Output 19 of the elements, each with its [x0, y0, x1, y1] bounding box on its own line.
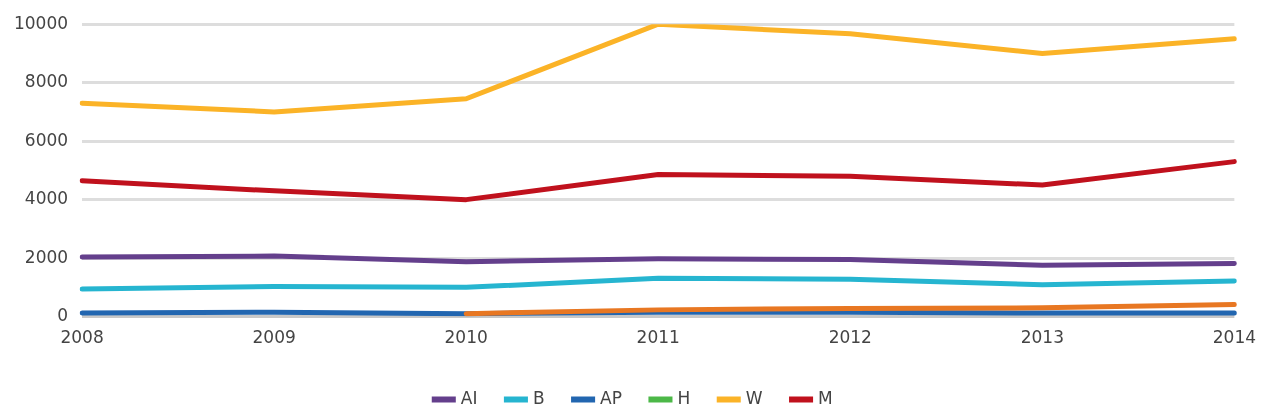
legend-label: H — [677, 387, 691, 408]
legend-label: M — [818, 387, 833, 408]
x-tick-label: 2009 — [252, 327, 296, 348]
y-tick-label: 2000 — [24, 246, 69, 267]
y-tick-label: 0 — [57, 305, 69, 326]
legend-label: AI — [460, 387, 478, 408]
x-tick-label: 2008 — [60, 327, 104, 348]
x-tick-label: 2014 — [1212, 327, 1256, 348]
legend-label: W — [745, 387, 763, 408]
y-tick-label: 10000 — [13, 12, 69, 33]
x-tick-label: 2012 — [828, 327, 872, 348]
y-tick-label: 6000 — [24, 129, 69, 150]
legend-label: AP — [600, 387, 622, 408]
legend-label: B — [532, 387, 545, 408]
y-tick-label: 4000 — [24, 188, 69, 209]
x-tick-label: 2010 — [444, 327, 488, 348]
y-tick-label: 8000 — [24, 71, 69, 92]
x-tick-label: 2013 — [1020, 327, 1064, 348]
x-tick-label: 2011 — [636, 327, 680, 348]
